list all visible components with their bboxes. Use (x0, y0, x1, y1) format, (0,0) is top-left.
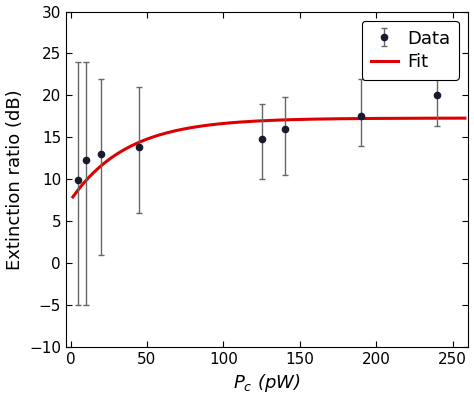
Fit (462, 116, 468, 120)
Y-axis label: Extinction ratio (dB): Extinction ratio (dB) (6, 89, 24, 270)
Fit (70, 194, 76, 199)
Fit (228, 120, 234, 125)
Fit (376, 116, 382, 121)
Fit (243, 119, 248, 124)
X-axis label: $P_c$ (pW): $P_c$ (pW) (233, 372, 301, 394)
Fit (339, 116, 345, 121)
Fit (383, 116, 389, 121)
Legend: Data, Fit: Data, Fit (362, 20, 459, 80)
Line: Fit: Fit (73, 118, 465, 197)
Fit (110, 154, 116, 159)
